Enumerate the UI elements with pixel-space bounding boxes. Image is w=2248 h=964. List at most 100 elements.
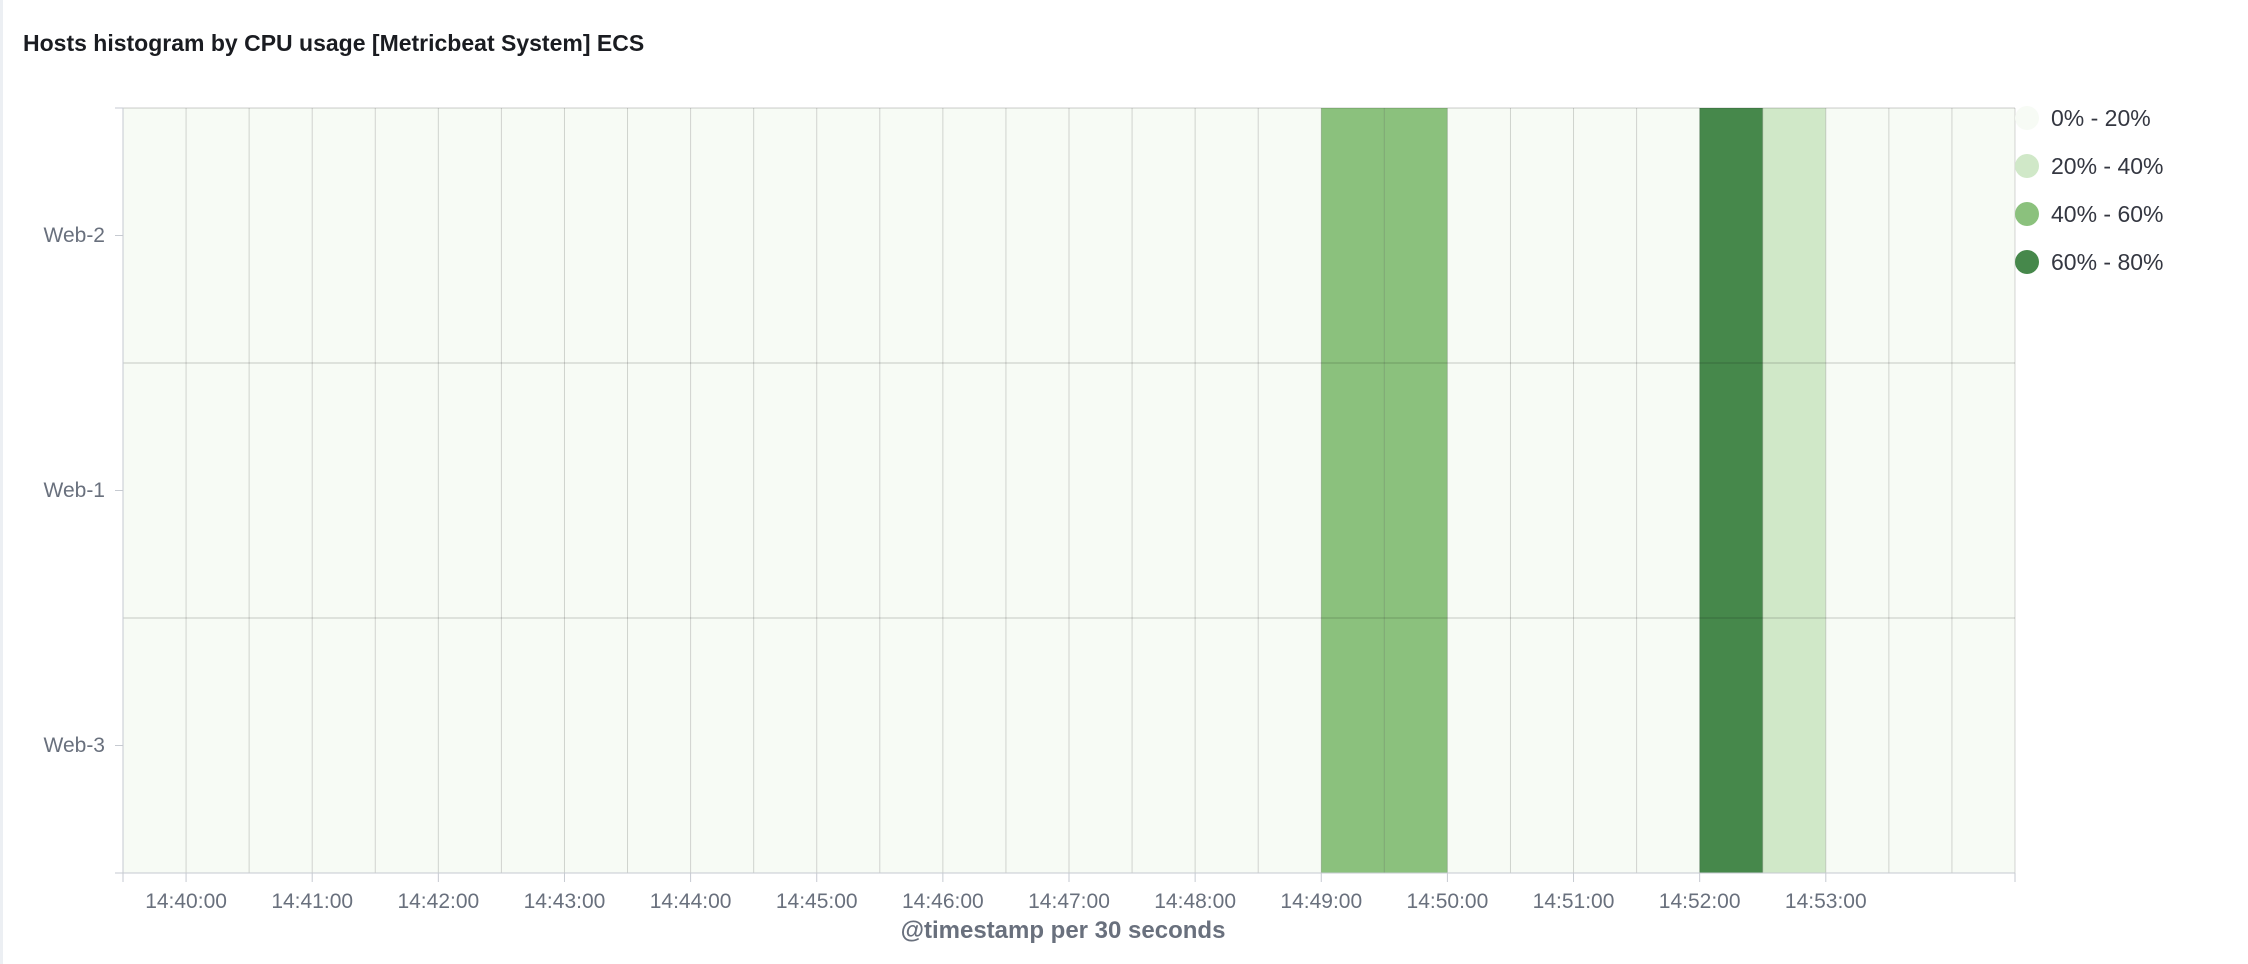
heatmap-cell[interactable] xyxy=(1762,108,1826,363)
legend-label: 0% - 20% xyxy=(2051,104,2151,131)
heatmap-cell[interactable] xyxy=(1258,363,1322,618)
legend-item[interactable]: 60% - 80% xyxy=(2015,238,2164,286)
legend-item[interactable]: 40% - 60% xyxy=(2015,190,2164,238)
heatmap-cell[interactable] xyxy=(1321,363,1385,618)
heatmap-cell[interactable] xyxy=(1384,618,1448,873)
heatmap-cell[interactable] xyxy=(312,108,376,363)
heatmap-cell[interactable] xyxy=(942,363,1006,618)
heatmap-cell[interactable] xyxy=(123,108,187,363)
heatmap-cell[interactable] xyxy=(186,108,250,363)
heatmap-cell[interactable] xyxy=(501,618,565,873)
heatmap-cell[interactable] xyxy=(564,108,628,363)
x-tick-label: 14:44:00 xyxy=(650,890,732,913)
heatmap-cell[interactable] xyxy=(1762,363,1826,618)
heatmap-cell[interactable] xyxy=(1951,363,2015,618)
heatmap-cell[interactable] xyxy=(123,618,187,873)
heatmap-cell[interactable] xyxy=(1636,108,1700,363)
heatmap-cell[interactable] xyxy=(1888,363,1952,618)
heatmap-cell[interactable] xyxy=(1447,108,1511,363)
heatmap-cell[interactable] xyxy=(1321,108,1385,363)
heatmap-cell[interactable] xyxy=(1258,108,1322,363)
heatmap-cell[interactable] xyxy=(879,363,943,618)
heatmap-cell[interactable] xyxy=(1069,618,1133,873)
heatmap-cell[interactable] xyxy=(627,618,691,873)
heatmap-cell[interactable] xyxy=(1321,618,1385,873)
heatmap-cell[interactable] xyxy=(1573,108,1637,363)
heatmap-cell[interactable] xyxy=(816,618,880,873)
heatmap-cell[interactable] xyxy=(564,618,628,873)
heatmap-cell[interactable] xyxy=(1132,363,1196,618)
heatmap-cell[interactable] xyxy=(1447,618,1511,873)
heatmap-cell[interactable] xyxy=(816,363,880,618)
heatmap-cell[interactable] xyxy=(1825,618,1889,873)
heatmap-cell[interactable] xyxy=(1825,363,1889,618)
heatmap-cell[interactable] xyxy=(1069,108,1133,363)
heatmap-cell[interactable] xyxy=(1888,108,1952,363)
heatmap-cell[interactable] xyxy=(1005,618,1069,873)
heatmap-cell[interactable] xyxy=(1699,363,1763,618)
heatmap-cell[interactable] xyxy=(690,363,754,618)
heatmap-cell[interactable] xyxy=(1005,363,1069,618)
heatmap-cell[interactable] xyxy=(564,363,628,618)
heatmap-cell[interactable] xyxy=(1195,363,1259,618)
heatmap-cell[interactable] xyxy=(249,363,313,618)
heatmap-cell[interactable] xyxy=(1005,108,1069,363)
heatmap-cell[interactable] xyxy=(1069,363,1133,618)
heatmap-cell[interactable] xyxy=(1258,618,1322,873)
x-tick-label: 14:40:00 xyxy=(145,890,227,913)
heatmap-cell[interactable] xyxy=(1699,108,1763,363)
heatmap-cell[interactable] xyxy=(690,108,754,363)
heatmap-cell[interactable] xyxy=(690,618,754,873)
heatmap-cell[interactable] xyxy=(1573,363,1637,618)
heatmap-cell[interactable] xyxy=(438,618,502,873)
heatmap-cell[interactable] xyxy=(879,108,943,363)
legend-color-dot xyxy=(2015,154,2039,178)
heatmap-cell[interactable] xyxy=(1888,618,1952,873)
heatmap-cell[interactable] xyxy=(501,363,565,618)
heatmap-cell[interactable] xyxy=(186,363,250,618)
heatmap-cell[interactable] xyxy=(753,108,817,363)
heatmap-cell[interactable] xyxy=(627,363,691,618)
heatmap-cell[interactable] xyxy=(186,618,250,873)
heatmap-cell[interactable] xyxy=(249,108,313,363)
heatmap-cell[interactable] xyxy=(627,108,691,363)
heatmap-cell[interactable] xyxy=(1132,618,1196,873)
x-tick-label: 14:48:00 xyxy=(1154,890,1236,913)
heatmap-cell[interactable] xyxy=(1510,108,1574,363)
heatmap-cell[interactable] xyxy=(753,618,817,873)
heatmap-cell[interactable] xyxy=(438,108,502,363)
heatmap-cell[interactable] xyxy=(375,363,439,618)
heatmap-cell[interactable] xyxy=(1132,108,1196,363)
legend-item[interactable]: 0% - 20% xyxy=(2015,94,2164,142)
heatmap-cell[interactable] xyxy=(942,618,1006,873)
heatmap-cell[interactable] xyxy=(123,363,187,618)
heatmap-cell[interactable] xyxy=(1510,363,1574,618)
heatmap-cell[interactable] xyxy=(1699,618,1763,873)
heatmap-cell[interactable] xyxy=(1447,363,1511,618)
heatmap-cell[interactable] xyxy=(1636,363,1700,618)
heatmap-cell[interactable] xyxy=(753,363,817,618)
heatmap-cell[interactable] xyxy=(501,108,565,363)
heatmap-cell[interactable] xyxy=(879,618,943,873)
heatmap-cell[interactable] xyxy=(1510,618,1574,873)
heatmap-cell[interactable] xyxy=(249,618,313,873)
heatmap-cell[interactable] xyxy=(1951,108,2015,363)
heatmap-cell[interactable] xyxy=(1573,618,1637,873)
heatmap-cell[interactable] xyxy=(1825,108,1889,363)
legend-item[interactable]: 20% - 40% xyxy=(2015,142,2164,190)
heatmap-cell[interactable] xyxy=(1636,618,1700,873)
heatmap-cell[interactable] xyxy=(942,108,1006,363)
heatmap-cell[interactable] xyxy=(375,618,439,873)
heatmap-cell[interactable] xyxy=(816,108,880,363)
heatmap-cell[interactable] xyxy=(438,363,502,618)
heatmap-cell[interactable] xyxy=(1762,618,1826,873)
heatmap-cell[interactable] xyxy=(1384,363,1448,618)
heatmap-cell[interactable] xyxy=(312,363,376,618)
heatmap-cell[interactable] xyxy=(1195,618,1259,873)
heatmap-cell[interactable] xyxy=(1384,108,1448,363)
heatmap-cell[interactable] xyxy=(1951,618,2015,873)
heatmap-cell[interactable] xyxy=(375,108,439,363)
heatmap-cell[interactable] xyxy=(1195,108,1259,363)
heatmap-cell[interactable] xyxy=(312,618,376,873)
